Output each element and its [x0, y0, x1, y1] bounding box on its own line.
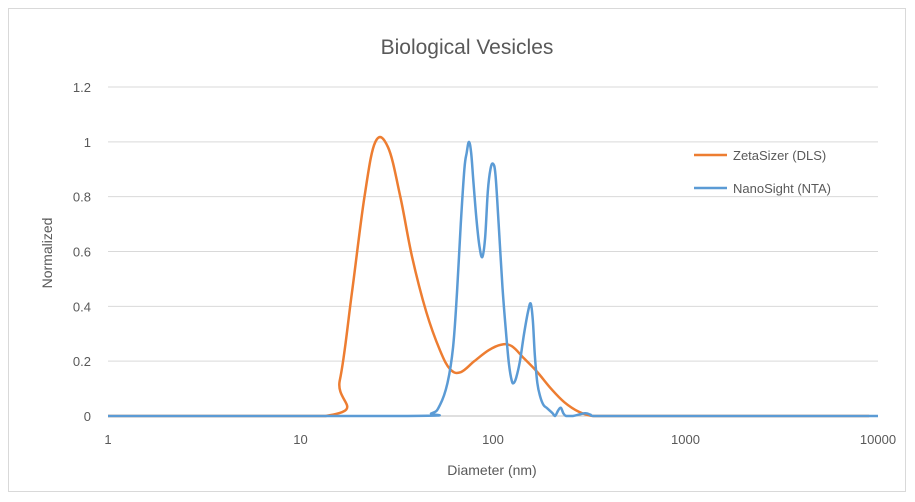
- series-line-nanosight: [107, 140, 878, 418]
- y-tick-label: 0: [84, 409, 91, 424]
- chart-frame: [8, 8, 906, 492]
- y-tick-label: 0.6: [73, 245, 91, 260]
- legend-label: ZetaSizer (DLS): [733, 148, 826, 163]
- y-tick-label: 1.2: [73, 80, 91, 95]
- legend-label: NanoSight (NTA): [733, 181, 831, 196]
- gridlines: [108, 86, 878, 362]
- series-lines: [107, 135, 878, 418]
- y-tick-label: 0.8: [73, 190, 91, 205]
- x-axis-ticks: 1 10 100 1000 10000: [104, 432, 896, 447]
- y-axis-ticks: 0 0.2 0.4 0.6 0.8 1 1.2: [73, 80, 91, 424]
- y-tick-label: 1: [84, 135, 91, 150]
- chart-title: Biological Vesicles: [381, 36, 554, 59]
- x-tick-label: 1: [104, 432, 111, 447]
- x-axis-title: Diameter (nm): [447, 462, 536, 478]
- x-tick-label: 10000: [860, 432, 896, 447]
- x-tick-label: 1000: [671, 432, 700, 447]
- x-tick-label: 10: [293, 432, 307, 447]
- y-axis-title: Normalized: [39, 218, 55, 289]
- y-tick-label: 0.2: [73, 354, 91, 369]
- legend: ZetaSizer (DLS) NanoSight (NTA): [694, 148, 831, 196]
- x-tick-label: 100: [482, 432, 504, 447]
- y-tick-label: 0.4: [73, 299, 91, 314]
